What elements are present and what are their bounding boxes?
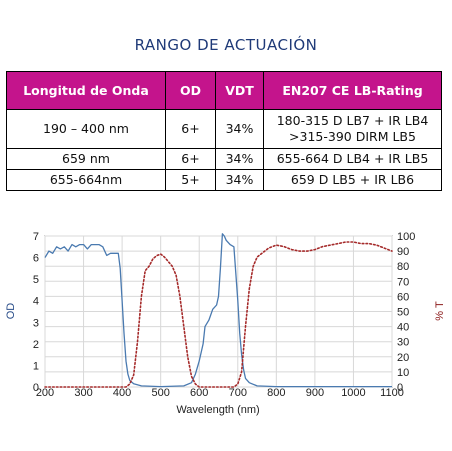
y-right-tick-label: 80 [397,261,409,273]
od-transmission-chart: 200 300 400 500 600 700 800 900 1000 110001234567… [5,231,446,416]
od-cell: 6+ [165,148,216,170]
grid [44,235,393,388]
page-title: RANGO DE ACTUACIÓN [134,36,318,54]
y-right-tick-label: 60 [397,291,409,303]
table-row: 659 nm 6+ 34% 655-664 D LB4 + IR LB5 [6,148,442,170]
x-tick-label: 800 [267,387,285,399]
rating-cell: 659 D LB5 + IR LB6 [263,169,442,191]
y-left-tick-label: 1 [33,360,39,372]
y-right-tick-label: 40 [397,322,409,334]
y-right-tick-label: 100 [397,231,415,243]
x-tick-label: 500 [151,387,169,399]
x-tick-label: 600 [190,387,208,399]
spec-table: Longitud de Onda OD VDT EN207 CE LB-Rati… [6,71,442,191]
y-axis-label-left: OD [5,303,17,320]
y-left-tick-label: 0 [33,382,39,394]
transmission-series-line [44,241,393,388]
wavelength-cell: 190 – 400 nm [6,109,166,149]
y-right-tick-label: 10 [397,367,409,379]
rating-line: >315-390 DIRM LB5 [289,129,416,144]
y-axis-label-right: % T [434,301,446,321]
y-left-tick-label: 7 [33,231,39,243]
y-right-tick-label: 30 [397,337,409,349]
x-tick-label: 1000 [341,387,365,399]
vdt-cell: 34% [215,109,264,149]
x-tick-label: 400 [113,387,131,399]
column-header: VDT [215,71,264,110]
y-left-tick-label: 6 [33,253,39,265]
vdt-cell: 34% [215,169,264,191]
y-right-tick-label: 90 [397,246,409,258]
x-tick-label: 300 [74,387,92,399]
y-right-tick-label: 20 [397,352,409,364]
wavelength-cell: 659 nm [6,148,166,170]
od-cell: 6+ [165,109,216,149]
table-row: 655-664nm 5+ 34% 659 D LB5 + IR LB6 [6,169,442,191]
y-left-tick-label: 5 [33,274,39,286]
x-tick-label: 700 [229,387,247,399]
table-row: 190 – 400 nm 6+ 34% 180-315 D LB7 + IR L… [6,109,442,149]
x-tick-label: 1100 [380,387,404,399]
y-left-tick-label: 4 [33,296,39,308]
od-series-line [44,233,392,388]
y-left-tick-label: 3 [33,317,39,329]
y-right-tick-label: 70 [397,276,409,288]
y-left-tick-label: 2 [33,339,39,351]
x-tick-label: 900 [306,387,324,399]
rating-line: 180-315 D LB7 + IR LB4 [276,113,429,128]
x-tick-label: 200 [36,387,54,399]
rating-cell: 655-664 D LB4 + IR LB5 [263,148,442,170]
y-right-tick-label: 50 [397,307,409,319]
rating-cell: 180-315 D LB7 + IR LB4 >315-390 DIRM LB5 [263,109,442,149]
column-header: EN207 CE LB-Rating [263,71,442,110]
tick-layer: 200 300 400 500 600 700 800 900 1000 110001234567… [33,231,415,399]
column-header: OD [165,71,216,110]
y-right-tick-label: 0 [397,382,403,394]
x-axis-label: Wavelength (nm) [176,404,259,416]
table-header-row: Longitud de Onda OD VDT EN207 CE LB-Rati… [6,71,442,110]
od-cell: 5+ [165,169,216,191]
series-layer [44,233,393,388]
column-header: Longitud de Onda [6,71,166,110]
vdt-cell: 34% [215,148,264,170]
wavelength-cell: 655-664nm [6,169,166,191]
